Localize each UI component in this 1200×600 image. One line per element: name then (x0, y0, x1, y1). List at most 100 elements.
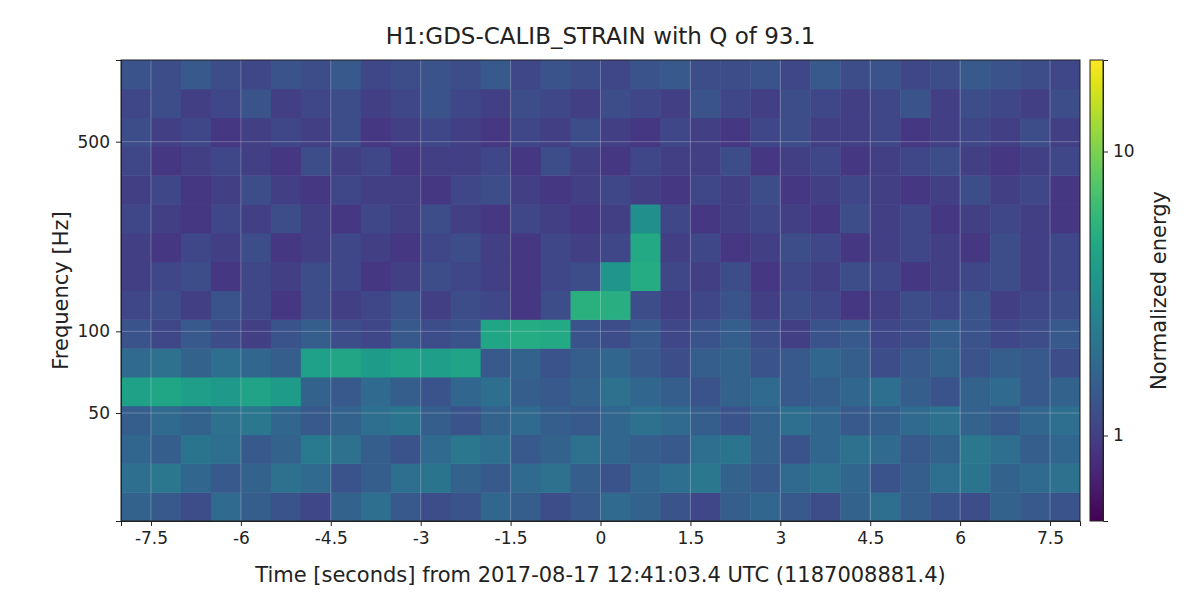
heatmap-cell (1050, 406, 1080, 435)
tick: 50 (88, 403, 121, 423)
heatmap-cell (451, 233, 481, 262)
heatmap-cell (211, 233, 241, 262)
grid-line-x (510, 60, 511, 521)
heatmap-cell (601, 146, 631, 175)
heatmap-cell (1020, 319, 1050, 348)
heatmap-cell (930, 204, 960, 233)
tick-label: -6 (233, 528, 250, 548)
heatmap-cell (810, 204, 840, 233)
heatmap-cell (361, 319, 391, 348)
heatmap-cell (271, 118, 301, 147)
heatmap-cell (511, 89, 541, 118)
tick-mark (601, 521, 602, 526)
heatmap-cell (750, 175, 780, 204)
heatmap-cell (930, 262, 960, 291)
heatmap-cell (511, 348, 541, 377)
heatmap-cell (451, 492, 481, 521)
heatmap-cell (750, 118, 780, 147)
axis-line (1104, 61, 1109, 522)
heatmap-cell (1020, 175, 1050, 204)
heatmap-cell (750, 435, 780, 464)
heatmap-cell (511, 377, 541, 406)
heatmap-cell (750, 89, 780, 118)
heatmap-cell (361, 60, 391, 89)
heatmap-cell (990, 60, 1020, 89)
heatmap-cell (990, 233, 1020, 262)
heatmap-cell (840, 204, 870, 233)
heatmap-cell (391, 118, 421, 147)
heatmap-cell (960, 291, 990, 320)
heatmap-cell (451, 204, 481, 233)
tick-mark (1103, 436, 1108, 437)
heatmap-cell (900, 146, 930, 175)
heatmap-cell (451, 463, 481, 492)
heatmap-cell (361, 492, 391, 521)
heatmap-cell (391, 89, 421, 118)
heatmap-cell (301, 377, 331, 406)
heatmap-cell (301, 204, 331, 233)
heatmap-cell (481, 348, 511, 377)
grid-line-x (150, 60, 151, 521)
heatmap-cell (750, 60, 780, 89)
heatmap-cell (361, 233, 391, 262)
heatmap-cell (481, 233, 511, 262)
heatmap-cell (151, 262, 181, 291)
heatmap-cell (541, 492, 571, 521)
heatmap-cell (960, 175, 990, 204)
heatmap-cell (660, 492, 690, 521)
heatmap-cell (451, 262, 481, 291)
heatmap-cell (690, 175, 720, 204)
heatmap-cell (960, 204, 990, 233)
grid-line-y (121, 413, 1080, 414)
heatmap-cell (571, 435, 601, 464)
heatmap-cell (990, 146, 1020, 175)
heatmap-cell (271, 319, 301, 348)
heatmap-cell (481, 406, 511, 435)
heatmap-cell (271, 435, 301, 464)
heatmap-cell (421, 60, 451, 89)
heatmap-cell (151, 118, 181, 147)
heatmap-cell (690, 146, 720, 175)
tick-label: 7.5 (1037, 528, 1064, 548)
heatmap-cell (211, 348, 241, 377)
heatmap-cell (421, 319, 451, 348)
heatmap-cell (361, 146, 391, 175)
heatmap-cell (181, 435, 211, 464)
heatmap-cell (211, 204, 241, 233)
heatmap-cell (990, 348, 1020, 377)
heatmap-cell (930, 233, 960, 262)
heatmap-cell (451, 348, 481, 377)
heatmap-cell (870, 204, 900, 233)
heatmap-cell (1050, 377, 1080, 406)
heatmap-cell (271, 204, 301, 233)
heatmap-cell (301, 146, 331, 175)
heatmap-cell (391, 175, 421, 204)
heatmap-cell (870, 89, 900, 118)
heatmap-cell (840, 348, 870, 377)
heatmap-cell (481, 319, 511, 348)
heatmap-cell (181, 463, 211, 492)
heatmap-cell (780, 60, 810, 89)
grid-line-x (600, 60, 601, 521)
heatmap-cell (541, 146, 571, 175)
tick-mark (870, 521, 871, 526)
heatmap-cell (361, 118, 391, 147)
heatmap-cell (421, 435, 451, 464)
heatmap-cell (900, 175, 930, 204)
heatmap-cell (720, 291, 750, 320)
heatmap-cell (211, 60, 241, 89)
heatmap-cell (870, 319, 900, 348)
heatmap-cell (211, 262, 241, 291)
heatmap-cell (181, 204, 211, 233)
heatmap-cell (960, 146, 990, 175)
heatmap-cell (660, 463, 690, 492)
heatmap-cell (780, 262, 810, 291)
heatmap-cell (870, 435, 900, 464)
heatmap-cell (241, 319, 271, 348)
heatmap-cell (780, 89, 810, 118)
heatmap-cell (571, 348, 601, 377)
heatmap-cell (211, 291, 241, 320)
heatmap-cell (421, 463, 451, 492)
tick-label: 6 (955, 528, 966, 548)
heatmap-cell (541, 204, 571, 233)
